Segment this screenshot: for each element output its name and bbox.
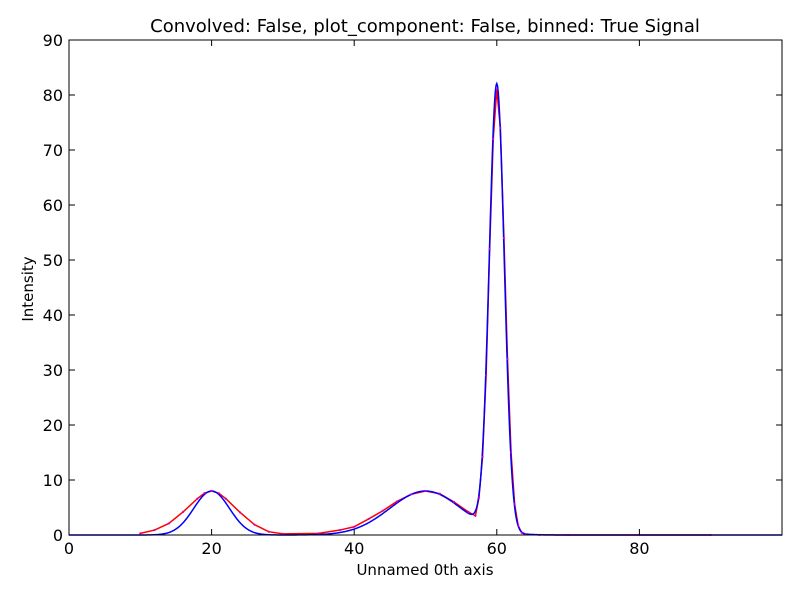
plot-frame bbox=[68, 39, 783, 536]
signal-point bbox=[513, 503, 516, 506]
model-series-line bbox=[69, 81, 782, 536]
signal-point bbox=[267, 530, 270, 533]
signal-point bbox=[196, 497, 199, 500]
signal-point bbox=[467, 510, 470, 513]
signal-point bbox=[153, 528, 156, 532]
signal-point bbox=[224, 497, 227, 500]
signal-point bbox=[485, 374, 488, 377]
signal-point bbox=[517, 524, 520, 527]
signal-point bbox=[239, 511, 242, 514]
signal-point bbox=[506, 357, 509, 361]
x-axis-label: Unnamed 0th axis bbox=[356, 561, 493, 579]
signal-point bbox=[210, 489, 213, 493]
y-axis-label: Intensity bbox=[19, 256, 37, 321]
y-tick-label: 30 bbox=[43, 361, 63, 380]
signal-point bbox=[495, 88, 498, 91]
signal-point bbox=[317, 532, 320, 535]
signal-point bbox=[281, 532, 284, 536]
x-tick-label: 80 bbox=[629, 539, 649, 558]
signal-point bbox=[367, 517, 370, 521]
signal-point bbox=[424, 489, 427, 493]
y-tick-label: 20 bbox=[43, 416, 63, 435]
signal-point bbox=[381, 509, 384, 512]
x-tick-label: 20 bbox=[201, 539, 221, 558]
signal-series-line bbox=[140, 89, 711, 536]
signal-point bbox=[477, 496, 481, 499]
signal-point bbox=[139, 532, 142, 535]
x-tick-label: 60 bbox=[487, 539, 507, 558]
y-tick-label: 60 bbox=[43, 196, 63, 215]
signal-point bbox=[438, 492, 441, 495]
signal-point bbox=[452, 500, 456, 504]
y-tick-label: 10 bbox=[43, 471, 63, 490]
signal-point bbox=[492, 137, 495, 141]
signal-point bbox=[181, 510, 185, 513]
y-tick-label: 40 bbox=[43, 306, 63, 325]
signal-point bbox=[217, 492, 220, 495]
signal-point bbox=[474, 514, 477, 517]
y-tick-label: 50 bbox=[43, 251, 63, 270]
y-tick-label: 80 bbox=[43, 86, 63, 105]
signal-point bbox=[488, 247, 491, 251]
signal-point bbox=[253, 523, 256, 526]
signal-point bbox=[520, 531, 523, 534]
y-tick-label: 70 bbox=[43, 141, 63, 160]
x-tick-label: 0 bbox=[64, 539, 74, 558]
x-tick-label: 40 bbox=[344, 539, 364, 558]
signal-point bbox=[338, 528, 342, 532]
chart-title: Convolved: False, plot_component: False,… bbox=[150, 16, 700, 37]
signal-point bbox=[502, 236, 506, 240]
signal-point bbox=[499, 126, 502, 130]
y-tick-label: 0 bbox=[53, 526, 63, 545]
signal-point bbox=[353, 525, 356, 528]
signal-point bbox=[509, 451, 513, 454]
signal-point bbox=[203, 492, 206, 495]
y-tick-label: 90 bbox=[43, 31, 63, 50]
signal-point bbox=[481, 455, 484, 458]
signal-point bbox=[167, 522, 170, 525]
signal-point bbox=[410, 493, 413, 496]
signal-point bbox=[395, 500, 399, 503]
